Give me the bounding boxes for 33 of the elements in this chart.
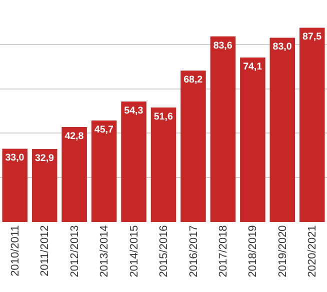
x-tick-label: 2014/2015 [128, 225, 140, 278]
data-label: 54,3 [124, 105, 144, 116]
x-tick-label: 2019/2020 [276, 225, 289, 278]
bar [121, 101, 146, 222]
x-tick-label: 2010/2011 [9, 225, 22, 276]
bar [62, 126, 87, 222]
data-label: 83,6 [213, 40, 233, 52]
data-label: 32,9 [34, 152, 55, 164]
x-tick-label: 2016/2017 [188, 225, 200, 278]
bar [91, 120, 117, 222]
x-tick-label: 2020/2021 [306, 225, 319, 278]
x-tick-label: 2012/2013 [68, 225, 81, 278]
data-label: 51,6 [154, 111, 174, 122]
data-label: 42,8 [64, 130, 84, 142]
data-label: 68,2 [184, 74, 204, 86]
data-label: 83,0 [272, 42, 292, 53]
bar [32, 148, 58, 222]
x-tick-label: 2015/2016 [158, 225, 170, 278]
data-label: 87,5 [302, 32, 322, 43]
bar [210, 36, 236, 222]
bar [270, 38, 296, 222]
x-tick-label: 2011/2012 [39, 225, 52, 276]
bar [300, 28, 325, 222]
bar [150, 107, 176, 222]
data-label: 33,0 [5, 152, 25, 164]
x-tick-label: 2013/2014 [98, 225, 111, 278]
data-label: 74,1 [243, 61, 263, 72]
bar [2, 148, 28, 222]
x-tick-label: 2017/2018 [218, 225, 230, 278]
bar [180, 70, 206, 222]
x-tick-label: 2018/2019 [247, 225, 260, 278]
bar [240, 58, 266, 222]
data-label: 45,7 [94, 124, 114, 136]
